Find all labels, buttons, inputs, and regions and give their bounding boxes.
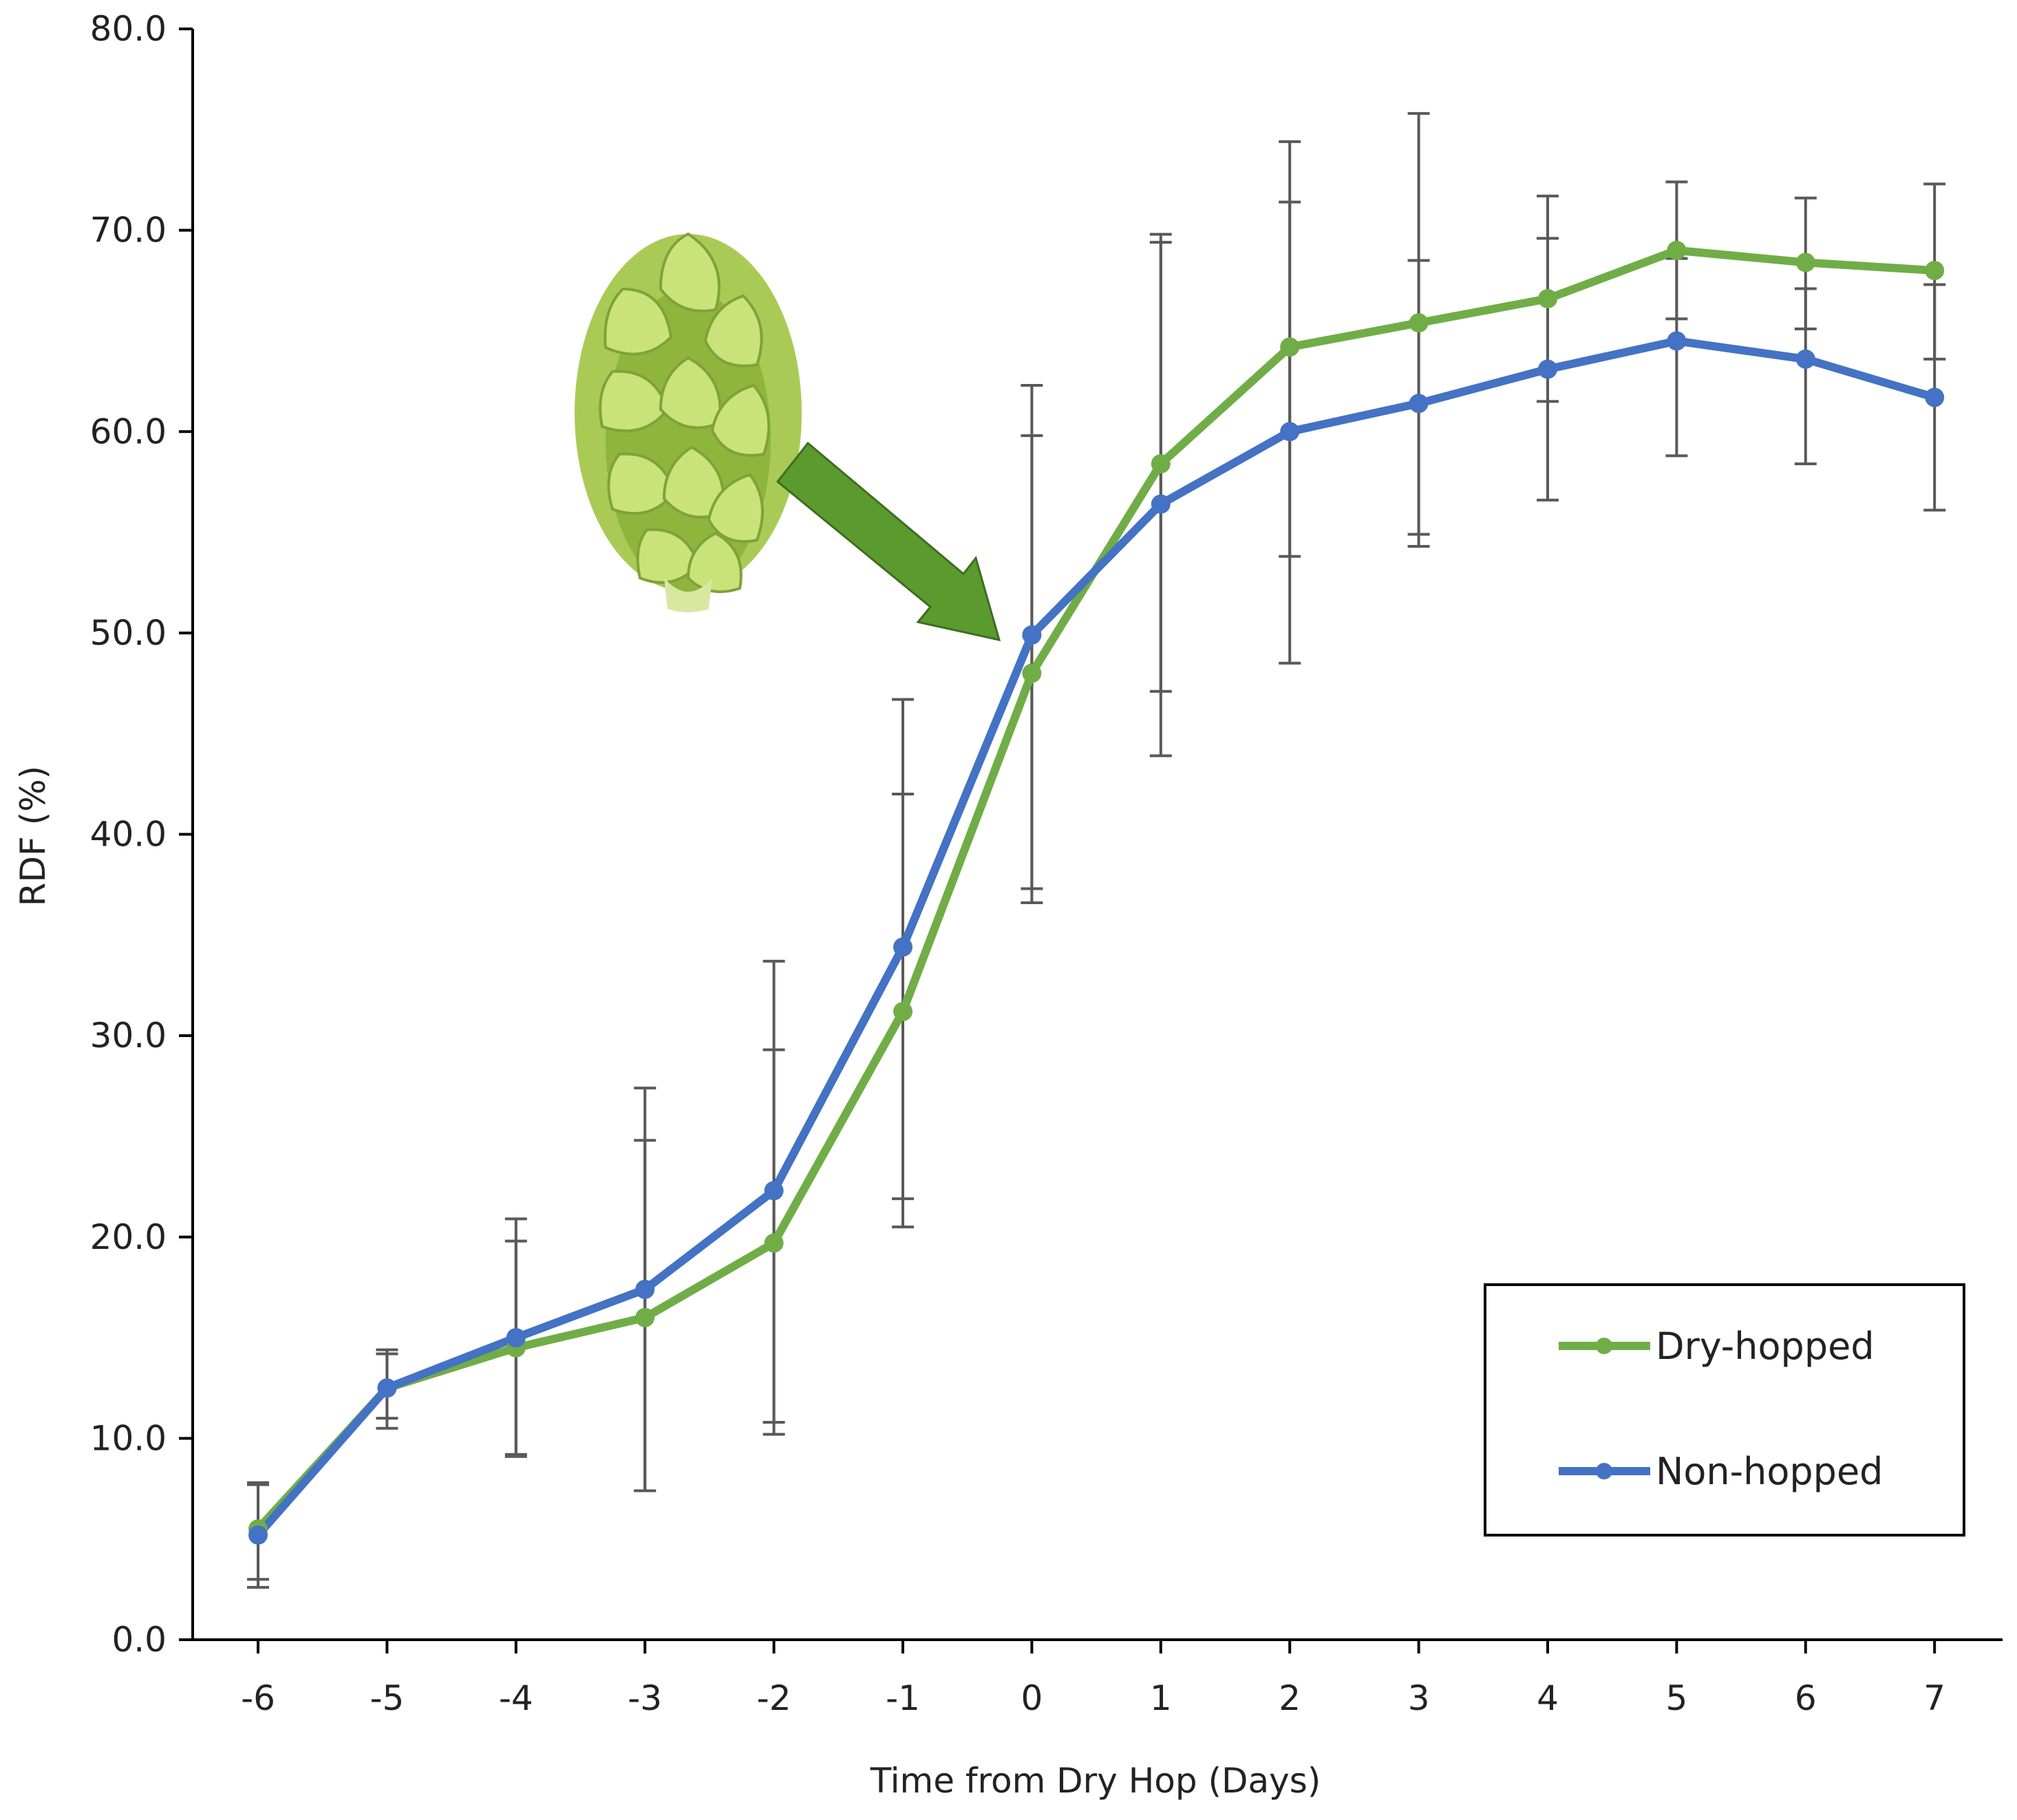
data-point-non-hopped [764,1181,784,1201]
data-point-dry-hopped [1667,240,1687,260]
legend-label-non-hopped: Non-hopped [1656,1450,1883,1493]
data-point-non-hopped [1795,349,1815,369]
x-tick-label: -1 [886,1678,920,1718]
x-tick-label: 1 [1150,1678,1172,1718]
data-point-non-hopped [1667,331,1687,351]
data-point-non-hopped [1151,494,1171,514]
x-tick-label: 7 [1923,1678,1945,1718]
y-tick-label: 0.0 [111,1620,167,1660]
x-tick-label: 5 [1665,1678,1687,1718]
data-point-dry-hopped [1538,289,1557,309]
y-tick-label: 30.0 [90,1016,167,1056]
data-point-non-hopped [1925,387,1945,407]
x-tick-label: -2 [757,1678,791,1718]
y-tick-label: 80.0 [90,9,167,49]
x-tick-label: -6 [241,1678,275,1718]
data-point-dry-hopped [1795,253,1815,272]
legend-label-dry-hopped: Dry-hopped [1656,1325,1875,1368]
data-point-dry-hopped [1151,454,1171,474]
x-tick-label: 3 [1408,1678,1430,1718]
y-tick-label: 10.0 [90,1418,167,1458]
data-point-dry-hopped [764,1233,784,1253]
x-tick-label: 0 [1021,1678,1043,1718]
data-point-dry-hopped [1409,313,1429,333]
x-tick-label: 4 [1537,1678,1559,1718]
legend-marker-dry-hopped [1596,1338,1612,1354]
hop-cone-icon [575,232,802,612]
data-point-dry-hopped [1280,337,1300,357]
data-point-non-hopped [1280,422,1300,442]
y-tick-label: 20.0 [90,1217,167,1257]
data-point-non-hopped [1022,625,1042,645]
legend-marker-non-hopped [1596,1463,1612,1479]
x-tick-label: 2 [1279,1678,1301,1718]
y-tick-label: 70.0 [90,211,167,250]
data-point-non-hopped [893,937,913,957]
data-point-dry-hopped [1022,663,1042,683]
y-tick-label: 60.0 [90,411,167,451]
data-point-non-hopped [377,1378,397,1398]
y-axis-title: RDF (%) [13,766,53,906]
legend-box [1484,1283,1965,1537]
x-tick-label: -3 [628,1678,662,1718]
data-point-dry-hopped [635,1307,655,1327]
data-point-dry-hopped [893,1002,913,1022]
data-point-non-hopped [506,1328,526,1348]
y-tick-label: 40.0 [90,815,167,855]
data-point-non-hopped [248,1525,268,1545]
legend: Dry-hopped Non-hopped [1484,1283,1965,1537]
x-tick-label: -4 [499,1678,533,1718]
x-tick-label: -5 [370,1678,404,1718]
arrow-icon [776,441,1001,642]
data-point-non-hopped [635,1279,655,1299]
series-line-non-hopped [254,336,1939,1539]
y-tick-label: 50.0 [90,613,167,653]
data-point-non-hopped [1409,394,1429,414]
data-point-non-hopped [1538,359,1557,379]
x-axis-title: Time from Dry Hop (Days) [870,1761,1321,1801]
x-tick-label: 6 [1795,1678,1817,1718]
data-point-dry-hopped [1925,261,1945,281]
